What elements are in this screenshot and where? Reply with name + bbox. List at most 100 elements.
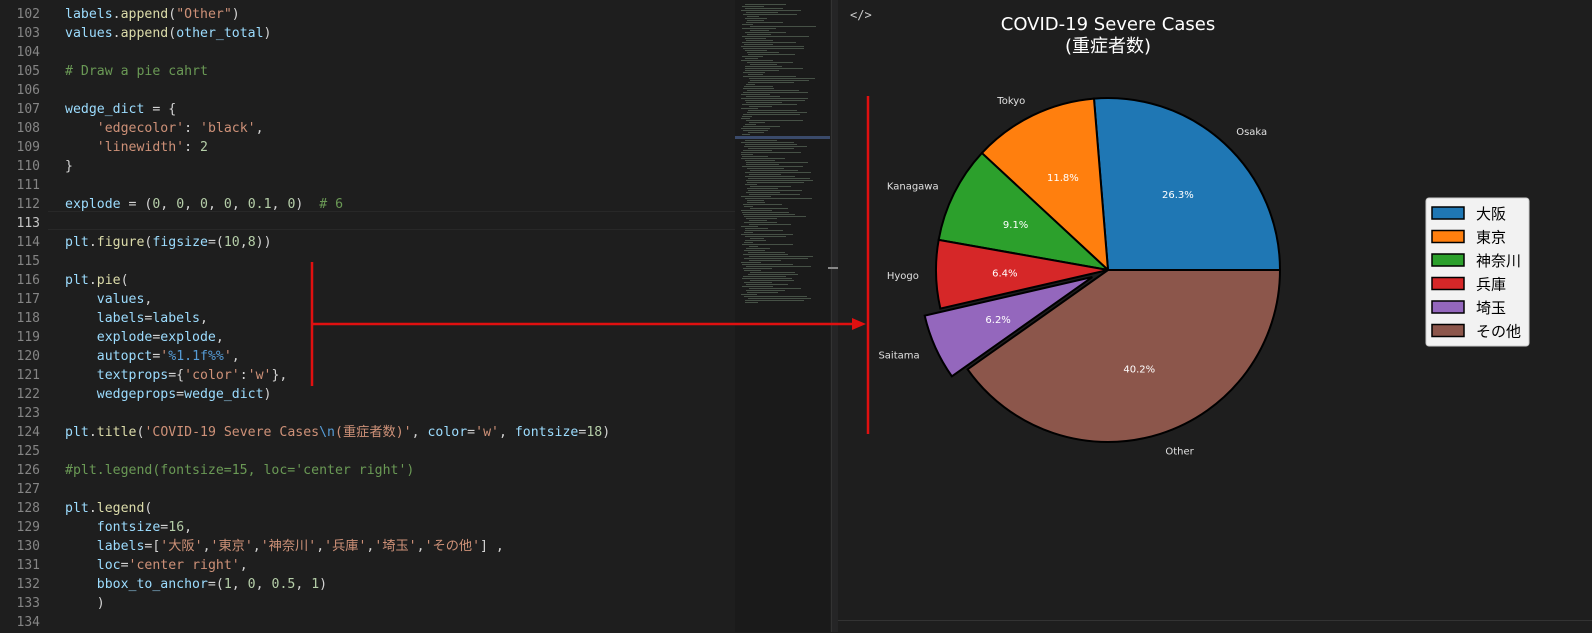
code-token: ( — [144, 235, 153, 250]
minimap-line — [743, 268, 772, 269]
code-token: =( — [207, 577, 224, 592]
code-token: # Draw a pie cahrt — [65, 64, 208, 79]
split-divider[interactable] — [831, 0, 838, 632]
minimap-line — [747, 188, 778, 189]
minimap-line — [745, 236, 786, 237]
minimap-line — [748, 298, 811, 299]
scrollbar-thumb[interactable] — [828, 267, 838, 269]
code-token — [65, 368, 97, 383]
minimap-line — [745, 66, 782, 67]
code-line[interactable]: labels=labels, — [65, 309, 208, 328]
code-line[interactable]: textprops={'color':'w'}, — [65, 366, 288, 385]
line-number: 104 — [16, 45, 40, 60]
line-number: 114 — [16, 235, 40, 250]
minimap-line — [746, 120, 803, 121]
minimap[interactable] — [735, 0, 830, 632]
code-token: explode — [96, 330, 153, 345]
minimap-line — [744, 296, 807, 297]
minimap-line — [745, 140, 777, 141]
minimap-line — [741, 98, 808, 99]
minimap-line — [742, 286, 773, 287]
slice-category-label: Kanagawa — [887, 182, 939, 193]
minimap-line — [745, 300, 804, 301]
code-token: 0 — [247, 577, 256, 592]
minimap-line — [741, 60, 773, 61]
code-token: textprops — [96, 368, 169, 383]
minimap-line — [743, 130, 768, 131]
line-number: 124 — [16, 425, 40, 440]
line-number: 113 — [16, 216, 40, 231]
slice-category-label: Other — [1165, 446, 1194, 457]
code-line[interactable]: explode = (0, 0, 0, 0, 0.1, 0) # 6 — [65, 195, 343, 214]
line-number: 102 — [16, 7, 40, 22]
code-token: . — [112, 26, 121, 41]
code-token: ( — [168, 7, 177, 22]
minimap-line — [745, 230, 783, 231]
minimap-line — [744, 206, 753, 207]
line-number: 103 — [16, 26, 40, 41]
code-token: , — [184, 197, 201, 212]
code-line[interactable]: ) — [65, 594, 105, 613]
code-token: ] , — [480, 539, 504, 554]
minimap-line — [744, 270, 761, 271]
code-line[interactable]: labels.append("Other") — [65, 5, 240, 24]
code-line[interactable]: bbox_to_anchor=(1, 0, 0.5, 1) — [65, 575, 327, 594]
minimap-line — [741, 142, 794, 143]
code-line[interactable]: autopct='%1.1f%%', — [65, 347, 240, 366]
legend-swatch — [1431, 276, 1465, 291]
code-token: 1 — [223, 577, 232, 592]
code-line[interactable]: 'linewidth': 2 — [65, 138, 208, 157]
line-number: 110 — [16, 159, 40, 174]
minimap-line — [741, 118, 750, 119]
minimap-viewport[interactable] — [735, 136, 830, 139]
code-token: # 6 — [319, 197, 344, 212]
code-icon[interactable]: </> — [850, 8, 872, 22]
code-line[interactable]: wedge_dict = { — [65, 100, 176, 119]
code-token: , — [498, 425, 515, 440]
minimap-line — [748, 132, 764, 133]
minimap-line — [750, 186, 791, 187]
legend-swatch — [1431, 206, 1465, 220]
legend-swatch — [1431, 253, 1465, 267]
code-token: 'w' — [475, 425, 499, 440]
line-number-gutter: 102 103 104 105 106 107 108 109 110 111 112 113 114 1… — [0, 0, 48, 632]
minimap-line — [746, 40, 773, 41]
code-line[interactable]: labels=['大阪','東京','神奈川','兵庫','埼玉','その他']… — [65, 537, 504, 556]
minimap-line — [743, 254, 788, 255]
code-line[interactable]: values, — [65, 290, 153, 309]
code-token: ) — [65, 596, 105, 611]
code-token — [65, 577, 97, 592]
code-line[interactable]: loc='center right', — [65, 556, 248, 575]
code-line[interactable]: plt.title('COVID-19 Severe Cases\n(重症者数)… — [65, 423, 610, 442]
code-line[interactable]: plt.pie( — [65, 271, 129, 290]
minimap-line — [741, 196, 771, 197]
code-line[interactable]: 'edgecolor': 'black', — [65, 119, 264, 138]
minimap-line — [742, 6, 764, 7]
code-line[interactable]: } — [65, 157, 73, 176]
code-token: values — [96, 292, 145, 307]
code-line[interactable]: fontsize=16, — [65, 518, 192, 537]
minimap-line — [741, 108, 758, 109]
minimap-line — [743, 72, 765, 73]
minimap-line — [741, 128, 770, 129]
minimap-line — [748, 148, 794, 149]
code-line[interactable]: explode=explode, — [65, 328, 224, 347]
code-token: append — [120, 26, 169, 41]
code-line[interactable]: plt.figure(figsize=(10,8)) — [65, 233, 272, 252]
line-number: 106 — [16, 83, 40, 98]
minimap-line — [746, 284, 788, 285]
code-token: . — [88, 273, 97, 288]
code-line[interactable]: #plt.legend(fontsize=15, loc='center rig… — [65, 461, 414, 480]
line-number: 133 — [16, 596, 40, 611]
line-number: 119 — [16, 330, 40, 345]
code-editor[interactable]: 102 103 104 105 106 107 108 109 110 111 112 113 114 1… — [0, 0, 735, 632]
code-line[interactable]: values.append(other_total) — [65, 24, 271, 43]
code-line[interactable]: # Draw a pie cahrt — [65, 62, 208, 81]
code-token: 0 — [287, 197, 296, 212]
code-line[interactable]: wedgeprops=wedge_dict) — [65, 385, 272, 404]
minimap-line — [743, 92, 808, 93]
code-line[interactable]: plt.legend( — [65, 499, 152, 518]
code-token: figure — [96, 235, 145, 250]
code-token: loc — [96, 558, 121, 573]
minimap-line — [744, 282, 772, 283]
